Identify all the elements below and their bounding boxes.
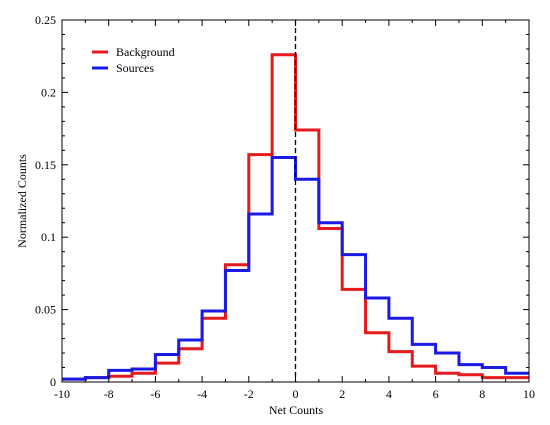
x-tick-label: 6 <box>433 387 439 401</box>
x-tick-label: 4 <box>386 387 392 401</box>
x-tick-label: 2 <box>339 387 345 401</box>
y-tick-label: 0.25 <box>35 13 56 27</box>
x-tick-label: 8 <box>479 387 485 401</box>
x-tick-label: 0 <box>293 387 299 401</box>
axes-layer: -10 -8 -6 -4 -2 0 2 4 6 8 10 0 0.05 0.1 0.15 0.2 0.25 <box>35 13 535 401</box>
legend-label-background: Background <box>116 45 175 59</box>
x-tick-label: -2 <box>244 387 254 401</box>
x-tick-label: -10 <box>54 387 70 401</box>
y-tick-label: 0.05 <box>35 303 56 317</box>
y-tick-label: 0.15 <box>35 158 56 172</box>
x-tick-label: -6 <box>150 387 160 401</box>
x-axis-label: Net Counts <box>269 403 324 417</box>
y-tick-label: 0.2 <box>41 85 56 99</box>
x-tick-label: -4 <box>197 387 207 401</box>
legend-label-sources: Sources <box>116 61 154 75</box>
x-tick-label: -8 <box>104 387 114 401</box>
y-tick-label: 0 <box>50 375 56 389</box>
x-tick-label: 10 <box>523 387 535 401</box>
y-axis-label: Normalized Counts <box>15 154 29 248</box>
legend: Background Sources <box>92 45 175 75</box>
y-tick-label: 0.1 <box>41 230 56 244</box>
